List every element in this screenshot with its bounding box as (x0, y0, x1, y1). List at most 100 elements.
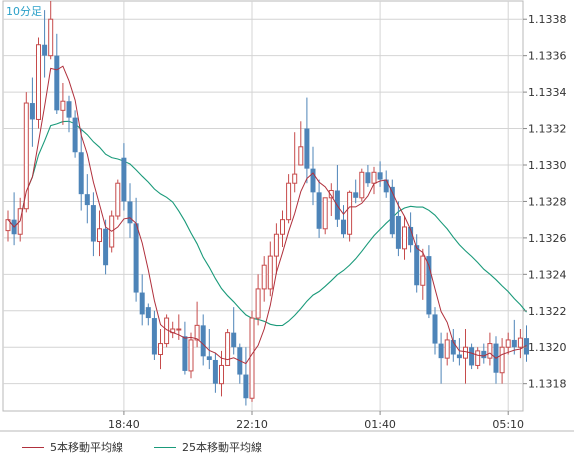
candle-body (182, 336, 188, 371)
candle-body (133, 223, 139, 293)
ma5-line (7, 65, 527, 365)
candle-body (267, 255, 273, 290)
candle-body (395, 216, 401, 249)
y-tick-label: 1.1332 (528, 123, 567, 136)
x-tick-label: 18:40 (108, 418, 140, 431)
candle-body (365, 172, 371, 184)
candle-body (212, 359, 218, 384)
candle-body (115, 182, 121, 217)
x-tick-label: 22:10 (236, 418, 268, 431)
candle-body (48, 18, 54, 57)
candle-body (499, 346, 505, 374)
x-tick-label: 05:10 (492, 418, 524, 431)
candle-body (273, 233, 279, 257)
candle-body (438, 343, 444, 359)
candle-body (432, 314, 438, 344)
candle-body (206, 356, 212, 360)
candle-body (371, 171, 377, 184)
axis-labels: 1.1338 1.1336 1.1334 1.1332 1.1330 1.1328 1.13… (108, 13, 566, 431)
candle-body (353, 192, 359, 198)
candle-body (255, 288, 261, 319)
candle-body (414, 245, 420, 286)
candle-body (29, 103, 35, 120)
candle-body (316, 192, 322, 229)
candle-body (42, 44, 48, 56)
y-tick-label: 1.1326 (528, 232, 567, 245)
candle-body (72, 117, 78, 153)
candle-body (145, 307, 151, 319)
candle-body (66, 101, 72, 118)
candle-body (36, 44, 41, 120)
candle-body (511, 339, 517, 348)
candle-body (310, 168, 316, 193)
candle-body (127, 201, 133, 224)
candle-body (487, 343, 493, 359)
legend-label-ma5: 5本移動平均線 (50, 441, 123, 454)
candle-body (219, 364, 224, 385)
candle-body (23, 102, 29, 210)
y-tick-label: 1.1338 (528, 13, 567, 26)
candle-body (225, 332, 231, 366)
candle-body (54, 55, 60, 111)
legend-ma25: 25本移動平均線 (154, 439, 262, 455)
candle-body (200, 325, 206, 357)
y-tick-label: 1.1322 (528, 305, 567, 318)
candle-body (151, 318, 157, 355)
x-tick-label: 01:40 (364, 418, 396, 431)
candle-body (475, 350, 481, 366)
ma25-line (7, 120, 527, 327)
candle-body (463, 346, 468, 359)
candle-body (377, 172, 383, 180)
ma5-path (7, 65, 527, 365)
candle-body (505, 339, 511, 348)
candle-body (78, 152, 84, 195)
candle-body (341, 219, 346, 235)
candle-body (426, 256, 432, 315)
legend-ma5: 5本移動平均線 (22, 439, 123, 455)
candle-body (121, 157, 127, 202)
candle-body (450, 339, 456, 355)
legend-swatch-ma5 (22, 446, 44, 448)
candle-body (5, 219, 11, 232)
candle-body (322, 197, 328, 230)
candle-body (194, 324, 200, 341)
y-tick-label: 1.1336 (528, 50, 567, 63)
candle-body (517, 337, 523, 348)
y-tick-label: 1.1320 (528, 341, 567, 354)
candle-body (328, 190, 334, 199)
ma25-path (7, 120, 527, 327)
candle-body (231, 332, 237, 348)
candle-body (402, 226, 407, 250)
candle-body (298, 146, 304, 166)
candle-body (359, 171, 365, 199)
y-tick-label: 1.1328 (528, 195, 567, 208)
candle-body (286, 182, 292, 221)
candle-body (60, 100, 66, 111)
candle-body (243, 374, 249, 399)
legend-swatch-ma25 (154, 446, 176, 448)
y-tick-label: 1.1334 (528, 86, 567, 99)
candle-body (408, 226, 414, 246)
y-tick-label: 1.1318 (528, 378, 567, 391)
candle-body (139, 292, 145, 315)
candle-body (261, 264, 267, 290)
y-tick-label: 1.1330 (528, 159, 567, 172)
candle-body (304, 128, 310, 169)
candle-body (249, 317, 255, 399)
candle-body (383, 179, 389, 193)
candle-body (158, 343, 163, 356)
candle-body (469, 347, 475, 366)
timeframe-label: 10分足 (6, 5, 42, 18)
legend-label-ma25: 25本移動平均線 (182, 441, 262, 454)
candle-body (347, 191, 353, 235)
candle-body (90, 205, 96, 242)
candle-body (481, 350, 487, 359)
candle-body (524, 338, 529, 355)
y-tick-label: 1.1324 (528, 268, 567, 281)
candle-body (389, 186, 395, 235)
candle-body (444, 339, 450, 359)
candle-body (188, 339, 194, 372)
candle-body (176, 328, 182, 331)
